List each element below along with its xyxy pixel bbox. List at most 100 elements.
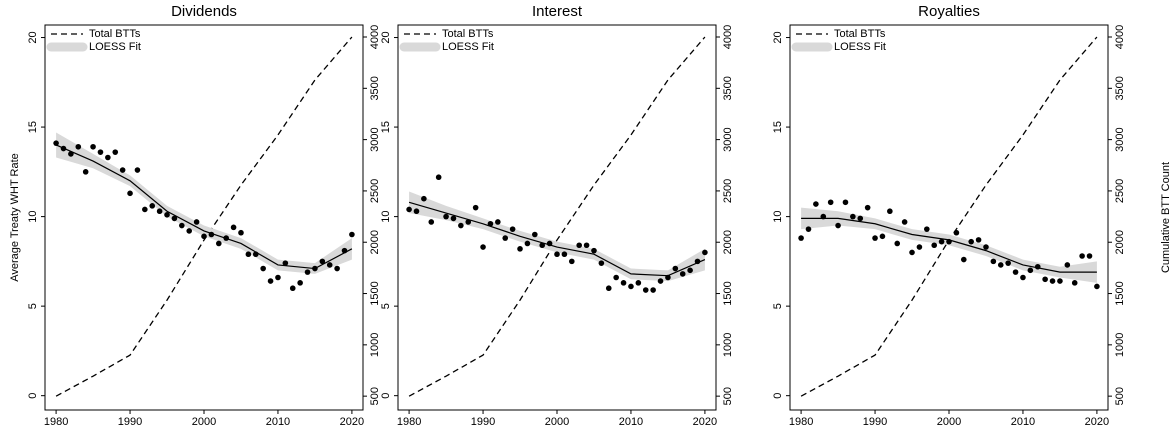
data-point bbox=[90, 143, 96, 150]
data-point bbox=[864, 204, 871, 211]
legend-label: Total BTTs bbox=[89, 28, 141, 40]
data-point bbox=[230, 224, 237, 231]
data-point bbox=[1086, 253, 1093, 259]
data-point bbox=[428, 219, 435, 225]
data-point bbox=[1049, 278, 1056, 284]
y2-tick-label: 4000 bbox=[722, 25, 734, 49]
data-point bbox=[539, 242, 546, 249]
data-point bbox=[509, 226, 516, 232]
data-point bbox=[68, 151, 74, 157]
x-tick-label: 1990 bbox=[863, 416, 887, 428]
legend-label: LOESS Fit bbox=[89, 41, 141, 53]
y2-tick-label: 2500 bbox=[369, 179, 381, 203]
y2-tick-label: 1500 bbox=[722, 281, 734, 305]
data-point bbox=[820, 213, 827, 220]
data-point bbox=[208, 231, 215, 238]
data-point bbox=[628, 283, 634, 290]
data-point bbox=[916, 244, 923, 250]
data-point bbox=[134, 167, 141, 173]
data-point bbox=[968, 238, 974, 245]
data-point bbox=[591, 247, 597, 254]
data-point bbox=[850, 213, 856, 220]
y2-tick-label: 3500 bbox=[1114, 76, 1126, 100]
x-tick-label: 2010 bbox=[266, 416, 290, 428]
data-point bbox=[450, 215, 457, 222]
data-point bbox=[909, 249, 915, 256]
data-point bbox=[245, 251, 252, 258]
data-point bbox=[297, 280, 303, 286]
data-point bbox=[938, 238, 945, 245]
loess-line bbox=[408, 201, 706, 277]
panel-title: Royalties bbox=[918, 3, 980, 20]
legend-label: Total BTTs bbox=[442, 28, 494, 40]
data-point bbox=[613, 274, 619, 281]
y-tick-label: 15 bbox=[380, 121, 392, 133]
x-tick-label: 1980 bbox=[789, 416, 813, 428]
data-point bbox=[524, 240, 531, 247]
x-tick-label: 1980 bbox=[44, 416, 68, 428]
y-tick-label: 10 bbox=[772, 210, 784, 222]
data-point bbox=[260, 265, 266, 272]
data-point bbox=[149, 203, 156, 209]
plot-area bbox=[798, 36, 1100, 397]
confidence-band bbox=[801, 207, 1097, 283]
data-point bbox=[924, 226, 930, 232]
data-point bbox=[465, 219, 472, 225]
data-point bbox=[687, 267, 693, 274]
data-point bbox=[275, 274, 281, 281]
data-point bbox=[435, 174, 442, 181]
data-point bbox=[946, 238, 952, 245]
y-tick-label: 5 bbox=[380, 303, 392, 309]
data-point bbox=[650, 287, 656, 293]
data-point bbox=[193, 219, 200, 225]
y2-tick-label: 2000 bbox=[1114, 230, 1126, 254]
data-point bbox=[142, 206, 148, 213]
data-point bbox=[495, 219, 501, 225]
data-point bbox=[694, 258, 701, 265]
y-axis-label: Average Treaty WHT Rate bbox=[9, 153, 21, 282]
x-tick-label: 2020 bbox=[1085, 416, 1109, 428]
data-point bbox=[105, 154, 111, 161]
plot-frame bbox=[44, 24, 364, 411]
data-point bbox=[406, 206, 412, 213]
data-point bbox=[546, 240, 553, 247]
data-point bbox=[186, 228, 193, 234]
y2-tick-label: 2000 bbox=[369, 230, 381, 254]
y-tick-label: 10 bbox=[380, 210, 392, 222]
data-point bbox=[1020, 274, 1026, 281]
y-tick-label: 15 bbox=[27, 121, 39, 133]
data-point bbox=[1064, 262, 1071, 268]
data-point bbox=[1027, 267, 1034, 274]
y2-axis-label: Cumulative BTT Count bbox=[1160, 162, 1172, 273]
data-point bbox=[554, 251, 560, 258]
y2-tick-label: 3500 bbox=[722, 76, 734, 100]
data-point bbox=[238, 229, 244, 236]
data-point bbox=[164, 212, 170, 218]
btt-line bbox=[55, 36, 353, 397]
x-tick-label: 2000 bbox=[937, 416, 961, 428]
y-tick-label: 20 bbox=[380, 31, 392, 43]
data-point bbox=[635, 280, 642, 286]
y2-tick-label: 3000 bbox=[369, 127, 381, 151]
data-point bbox=[561, 251, 568, 258]
y2-tick-label: 500 bbox=[1114, 387, 1126, 405]
data-point bbox=[215, 240, 222, 247]
btt-line bbox=[408, 36, 706, 397]
y-tick-label: 0 bbox=[27, 393, 39, 399]
data-point bbox=[1042, 276, 1048, 283]
data-point bbox=[620, 280, 627, 286]
data-point bbox=[487, 220, 494, 227]
data-point bbox=[282, 260, 289, 266]
data-point bbox=[223, 235, 229, 241]
data-point bbox=[679, 271, 686, 277]
data-point bbox=[458, 222, 464, 229]
y-tick-label: 10 bbox=[27, 210, 39, 222]
y2-tick-label: 1500 bbox=[1114, 281, 1126, 305]
y2-tick-label: 4000 bbox=[1114, 25, 1126, 49]
y2-tick-label: 500 bbox=[722, 387, 734, 405]
data-point bbox=[657, 278, 664, 284]
x-tick-label: 2000 bbox=[192, 416, 216, 428]
y2-tick-label: 2000 bbox=[722, 230, 734, 254]
data-point bbox=[312, 265, 318, 272]
data-point bbox=[901, 219, 908, 225]
